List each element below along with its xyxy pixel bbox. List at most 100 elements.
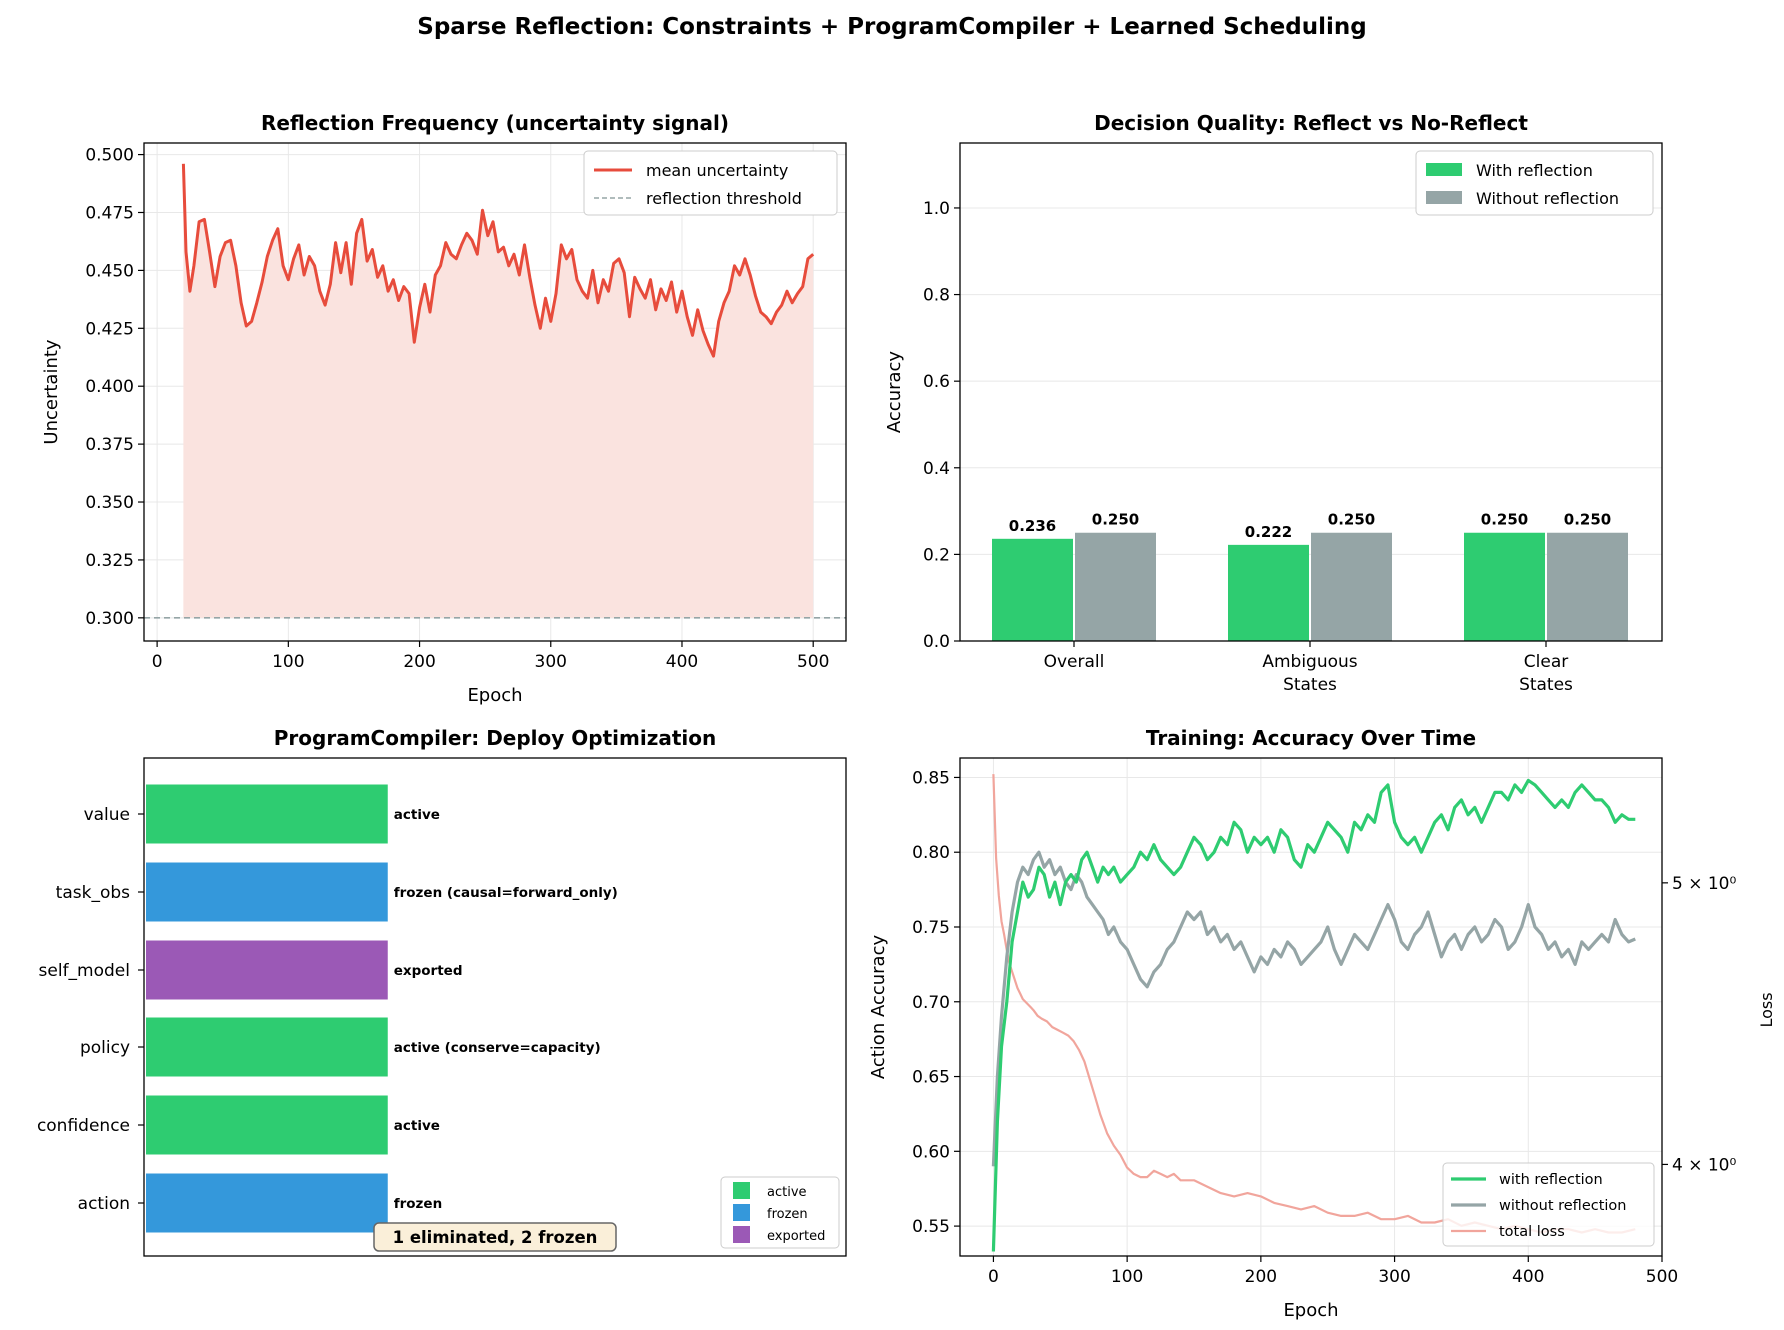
y-category-label: policy (80, 1038, 130, 1058)
x-tick-label: 0 (152, 652, 163, 672)
y-axis-label: Action Accuracy (868, 935, 889, 1080)
legend-label: reflection threshold (646, 189, 802, 208)
legend-label: exported (767, 1229, 825, 1244)
legend-label: With reflection (1476, 161, 1593, 180)
uncertainty-fill-area (183, 163, 814, 618)
legend-label: frozen (767, 1207, 808, 1222)
compiler-plot-frame (143, 757, 847, 1257)
legend-swatch-with-reflection (1426, 163, 1462, 176)
decision-quality-panel: 0.236 0.222 0.250 0.250 0.250 0.250 0.0 0.2 0.4 0… (884, 111, 1663, 695)
legend-box (583, 150, 838, 216)
x-category-label: Clear (1524, 652, 1568, 672)
x-tick-label: 500 (797, 652, 829, 672)
bar-value-label: 0.250 (1564, 511, 1611, 529)
with-reflection-line (991, 778, 1636, 1252)
legend-box (1442, 1162, 1655, 1247)
bar-without-reflection (1311, 532, 1392, 641)
y-tick-label: 0.60 (912, 1142, 950, 1162)
training-panel: 0 100 200 300 400 500 0.55 0.60 0.65 0.70 0.75 0.80… (868, 726, 1776, 1321)
bar-status-label: active (394, 807, 440, 823)
legend-label: without reflection (1499, 1198, 1626, 1214)
x-tick-label: 100 (272, 652, 304, 672)
panel-title: Decision Quality: Reflect vs No-Reflect (1094, 111, 1528, 135)
bar-action (146, 1173, 388, 1233)
y-tick-label: 0.325 (85, 551, 134, 571)
panel-title: ProgramCompiler: Deploy Optimization (274, 726, 717, 750)
y-axis-label: Accuracy (884, 351, 905, 434)
legend-box (720, 1176, 840, 1249)
x-axis-label: Epoch (1283, 1300, 1338, 1321)
y-tick-label: 0.350 (85, 493, 134, 513)
y-tick-label: 0.85 (912, 768, 950, 788)
bar-value-label: 0.222 (1245, 523, 1292, 541)
legend-label: mean uncertainty (646, 161, 788, 180)
uncertainty-legend: mean uncertainty reflection threshold (583, 150, 838, 216)
y-tick-label: 0.425 (85, 319, 134, 339)
y-tick-label: 0.0 (923, 632, 950, 652)
y-tick-label: 0.400 (85, 377, 134, 397)
y-tick-label: 0.8 (923, 286, 950, 306)
legend-box (1415, 150, 1654, 216)
compiler-legend: active frozen exported (720, 1176, 840, 1249)
decision-plot-frame (959, 142, 1663, 642)
program-compiler-panel: active value frozen (causal=forward_only) t… (37, 726, 847, 1257)
y-tick-label: 0.4 (923, 459, 950, 479)
bar-self-model (146, 940, 388, 1000)
bar-value (146, 784, 388, 844)
bar-policy (146, 1017, 388, 1077)
y-tick-label: 0.6 (923, 372, 950, 392)
x-category-label: Overall (1044, 652, 1105, 672)
y2-tick-label: 5 × 10⁰ (1672, 874, 1736, 894)
y-category-label: value (84, 805, 130, 825)
y-tick-label: 0.300 (85, 609, 134, 629)
x-tick-label: 0 (988, 1267, 999, 1287)
y-tick-label: 0.55 (912, 1217, 950, 1237)
y-category-label: confidence (37, 1116, 130, 1136)
bar-value-label: 0.250 (1328, 511, 1375, 529)
figure-title: Sparse Reflection: Constraints + Program… (417, 14, 1366, 40)
legend-swatch-exported (733, 1226, 750, 1243)
y-tick-label: 0.2 (923, 545, 950, 565)
y-tick-label: 0.375 (85, 435, 134, 455)
bar-without-reflection (1075, 532, 1156, 641)
legend-swatch-without-reflection (1426, 191, 1462, 204)
bar-with-reflection (992, 538, 1073, 641)
y-category-label: task_obs (56, 883, 130, 903)
bar-status-label: exported (394, 963, 463, 979)
bar-value-label: 0.250 (1481, 511, 1528, 529)
legend-swatch-frozen (733, 1204, 750, 1221)
y-tick-label: 0.75 (912, 918, 950, 938)
x-category-label: Ambiguous (1262, 652, 1357, 672)
panel-title: Training: Accuracy Over Time (1146, 726, 1476, 750)
uncertainty-plot-frame (143, 142, 847, 642)
y2-axis-label: Loss (1757, 992, 1776, 1027)
y-category-label: action (78, 1194, 130, 1214)
y-tick-label: 0.65 (912, 1068, 950, 1088)
x-category-label: States (1519, 675, 1573, 695)
legend-label: with reflection (1499, 1172, 1603, 1188)
y-tick-label: 0.80 (912, 843, 950, 863)
x-tick-label: 300 (535, 652, 567, 672)
bar-with-reflection (1228, 544, 1309, 641)
y-category-label: self_model (39, 961, 130, 981)
legend-label: active (767, 1185, 807, 1200)
y2-tick-label: 4 × 10⁰ (1672, 1155, 1736, 1175)
x-tick-label: 400 (666, 652, 698, 672)
y-axis-label: Uncertainty (41, 339, 62, 445)
y-tick-label: 0.70 (912, 993, 950, 1013)
bar-confidence (146, 1095, 388, 1155)
bar-status-label: active (conserve=capacity) (394, 1040, 601, 1056)
bar-status-label: frozen (causal=forward_only) (394, 885, 618, 901)
x-tick-label: 200 (1245, 1267, 1277, 1287)
x-tick-label: 200 (403, 652, 435, 672)
x-tick-label: 400 (1512, 1267, 1544, 1287)
x-axis-label: Epoch (467, 685, 522, 706)
x-tick-label: 100 (1111, 1267, 1143, 1287)
y-tick-label: 0.450 (85, 261, 134, 281)
uncertainty-panel: 0 100 200 300 400 500 0.300 0.325 0.350 0.375 0.40… (41, 111, 847, 706)
legend-swatch-active (733, 1182, 750, 1199)
x-category-label: States (1283, 675, 1337, 695)
bar-status-label: frozen (394, 1196, 442, 1212)
mean-uncertainty-line (181, 163, 815, 358)
